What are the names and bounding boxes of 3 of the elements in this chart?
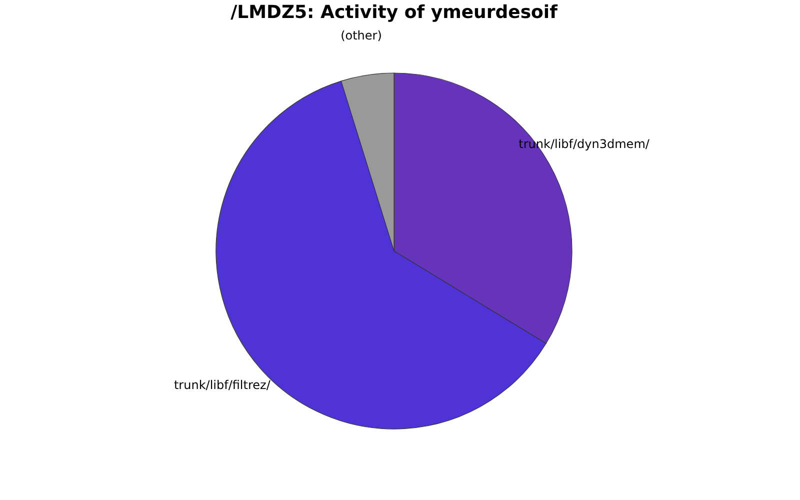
- slice-label: (other): [340, 28, 382, 42]
- chart-title: /LMDZ5: Activity of ymeurdesoif: [230, 2, 558, 23]
- slice-label: trunk/libf/filtrez/: [174, 378, 272, 392]
